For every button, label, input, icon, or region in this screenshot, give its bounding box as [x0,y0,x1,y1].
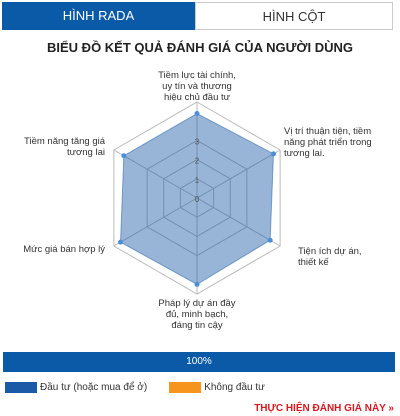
axis-label: Tiện ích dự án, thiết kế [298,246,362,268]
legend-swatch[interactable] [169,382,202,393]
legend-label: Đầu tư (hoặc mua để ở) [40,382,148,393]
progress-label: 100% [186,356,212,367]
progress-track: 100% [3,352,395,372]
axis-label: Pháp lý dự án đầy đủ, minh bạch, đáng ti… [158,298,236,331]
progress-bar [3,352,395,372]
r-tick-label: 0 [195,195,200,204]
tab[interactable]: HÌNH RADA [2,2,195,30]
r-tick-label: 2 [195,157,200,166]
spoke [196,197,281,247]
radar-point [118,239,124,245]
chart: 0 1 2 3 [113,101,281,295]
radar-point [194,111,200,117]
r-tick-label: 1 [195,176,200,185]
legend-swatch[interactable] [5,382,37,393]
axis-label: Vị trí thuận tiện, tiềm năng phát triển … [284,126,372,159]
r-tick-label: 3 [195,138,200,147]
radar-point [270,151,276,157]
spoke [196,149,281,199]
radar-point [267,237,273,243]
axis-label: Tiềm năng tăng giá tương lai [24,136,105,158]
spoke [113,149,198,199]
tab[interactable]: HÌNH CỘT [195,2,393,30]
axis-label: Mức giá bán hợp lý [23,244,105,255]
legend: Đầu tư (hoặc mua để ở) Không đầu tư [5,382,265,393]
axis-label: Tiềm lực tài chính, uy tín và thương hiệ… [158,70,236,103]
radar-point [194,281,200,287]
legend-label: Không đầu tư [204,382,265,393]
link[interactable]: THỰC HIỆN ĐÁNH GIÁ NÀY » [254,403,394,414]
radar-point [121,153,127,159]
chart-title: BIỂU ĐỒ KẾT QUẢ ĐÁNH GIÁ CỦA NGƯỜI DÙNG [47,40,353,55]
spoke [113,197,198,247]
